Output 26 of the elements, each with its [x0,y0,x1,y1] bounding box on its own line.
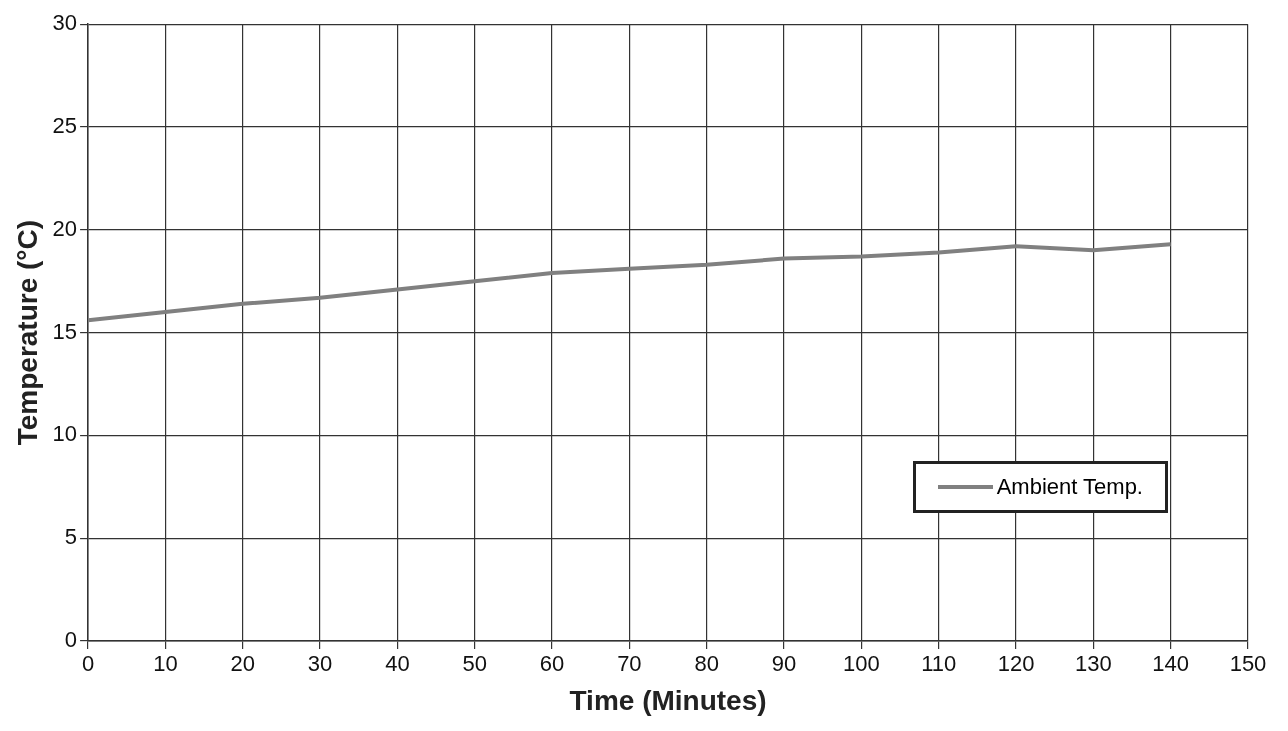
x-tick-label: 30 [307,651,333,677]
y-tick-label: 15 [52,318,78,344]
x-tick-label: 100 [843,651,880,677]
y-tick-label: 5 [64,524,78,550]
x-tick-label: 70 [617,651,642,677]
y-tick-label: 0 [64,627,78,653]
x-tick-label: 80 [694,651,719,677]
x-axis-title: Time (Minutes) [569,684,767,716]
x-tick-label: 120 [997,651,1035,677]
y-tick-label: 30 [52,10,78,36]
y-tick-label: 10 [52,421,78,447]
x-tick-label: 10 [153,651,178,677]
x-tick-label: 140 [1152,651,1190,677]
legend-label: Ambient Temp. [996,474,1143,500]
y-axis-title: Temperature (°C) [11,219,43,446]
x-tick-label: 20 [230,651,255,677]
x-tick-label: 50 [462,651,487,677]
x-tick-label: 90 [771,651,797,677]
x-tick-label: 110 [921,651,957,677]
y-tick-label: 25 [52,113,78,139]
x-tick-label: 40 [385,651,410,677]
y-tick-label: 20 [52,215,78,241]
x-tick-label: 60 [539,651,565,677]
x-tick-label: 130 [1074,651,1112,677]
x-tick-label: 0 [81,651,95,677]
x-tick-label: 150 [1229,651,1267,677]
